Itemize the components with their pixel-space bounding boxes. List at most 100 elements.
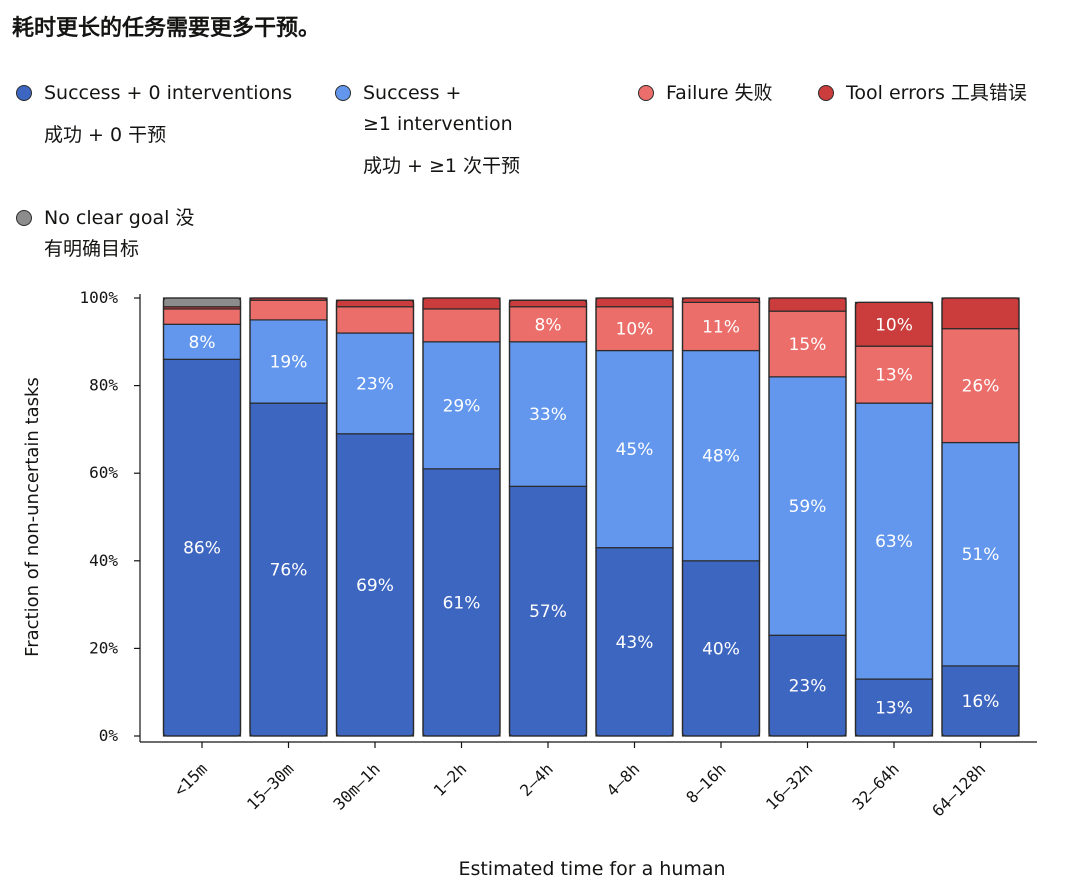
bar-outline [681, 297, 761, 737]
bar-outline [854, 301, 934, 737]
legend-item-success-0: Success + 0 interventions 成功 + 0 干预 [16, 82, 292, 156]
bar-group: 76% 19% [249, 297, 328, 737]
data-label: 61% [443, 593, 481, 613]
bar-group: 69% 23% [335, 299, 415, 737]
data-label: 8% [189, 333, 216, 353]
data-label: 13% [875, 699, 913, 719]
bar-outline [249, 297, 328, 737]
bars: 86% 8% 76% 19% 69% 23% 61% 29% 57% 33% 8% 43% 45% 10%… [162, 297, 1020, 737]
bar-segment [335, 332, 415, 435]
bar-segment [595, 349, 674, 549]
legend-swatch-success-1 [335, 85, 351, 101]
data-label: 76% [270, 561, 308, 581]
bar-group: 40% 48% 11% [681, 297, 761, 737]
bar-group: 23% 59% 15% [768, 297, 847, 737]
bar-segment [595, 547, 674, 737]
legend-swatch-no-clear-goal [16, 210, 32, 226]
data-label: 15% [789, 335, 827, 355]
bar-segment [422, 308, 501, 343]
data-label: 11% [702, 317, 740, 337]
data-label: 23% [789, 677, 827, 697]
data-label: 23% [356, 374, 394, 394]
legend-swatch-success-0 [16, 85, 32, 101]
bar-segment [941, 441, 1020, 667]
bar-segment [422, 341, 501, 470]
bar-segment [162, 323, 242, 360]
legend-label-zh: 成功 + 0 干预 [44, 124, 167, 146]
bar-segment [249, 299, 328, 321]
bar-segment [508, 299, 588, 308]
legend-item-success-1: Success + ≥1 intervention 成功 + ≥1 次干预 [335, 82, 520, 182]
x-tick-label: 4–8h [603, 759, 644, 800]
data-label: 29% [443, 396, 481, 416]
bar-segment [249, 402, 328, 737]
bar-segment [941, 328, 1020, 444]
data-label: 40% [702, 639, 740, 659]
bar-segment [162, 358, 242, 737]
data-label: 13% [875, 366, 913, 386]
bar-segment [335, 306, 415, 334]
data-label: 57% [529, 602, 567, 622]
legend-label-zh: 有明确目标 [44, 238, 140, 260]
bar-segment [768, 297, 847, 312]
data-label: 48% [702, 447, 740, 467]
data-label: 69% [356, 576, 394, 596]
legend-label: Failure 失败 [666, 82, 773, 104]
y-axis-label: Fraction of non-uncertain tasks [22, 377, 43, 657]
bar-group: 57% 33% 8% [508, 299, 588, 737]
legend-label-zh: 成功 + ≥1 次干预 [363, 155, 521, 177]
data-label: 19% [270, 353, 308, 373]
y-tick-label: 60% [89, 463, 118, 482]
x-axis: <15m 15–30m 30m–1h 1–2h 2–4h 4–8h 8–16h 16–32h 3… [140, 741, 1037, 821]
x-tick-label: 8–16h [682, 759, 729, 806]
data-label: 10% [616, 320, 654, 340]
bar-segment [335, 299, 415, 308]
data-label: 86% [183, 539, 221, 559]
data-label: 59% [789, 497, 827, 517]
bar-group: 13% 63% 13% 10% [854, 301, 934, 737]
bar-segment [854, 678, 934, 737]
data-label: 43% [616, 633, 654, 653]
x-tick-label: 16–32h [762, 759, 816, 813]
legend-label: No clear goal 没 [44, 207, 195, 229]
x-tick-label: 15–30m [243, 759, 297, 813]
data-label: 10% [875, 315, 913, 335]
data-label: 45% [616, 440, 654, 460]
legend-label: Success + [363, 82, 462, 104]
x-tick-label: 1–2h [430, 759, 471, 800]
x-axis-label: Estimated time for a human [458, 858, 725, 880]
legend-label: ≥1 intervention [363, 113, 513, 135]
data-label: 26% [962, 377, 1000, 397]
bar-segment [162, 308, 242, 325]
y-tick-label: 0% [99, 726, 119, 745]
bar-segment [768, 634, 847, 737]
legend-item-no-clear-goal: No clear goal 没 有明确目标 [16, 207, 194, 265]
y-tick-label: 80% [89, 376, 118, 395]
bar-segment [422, 297, 501, 310]
bar-group: 61% 29% [422, 297, 501, 737]
bar-segment [508, 341, 588, 487]
bar-outline [162, 297, 242, 737]
bar-outline [768, 297, 847, 737]
legend-label: Tool errors 工具错误 [846, 82, 1027, 104]
legend-item-failure: Failure 失败 [638, 82, 773, 109]
data-label: 63% [875, 532, 913, 552]
bar-outline [422, 297, 501, 737]
bar-segment [681, 301, 761, 352]
chart-title: 耗时更长的任务需要更多干预。 [12, 16, 321, 41]
bar-group: 43% 45% 10% [595, 297, 674, 737]
bar-outline [335, 299, 415, 737]
x-tick-label: 64–128h [928, 759, 989, 820]
legend-label: Success + 0 interventions [44, 82, 293, 104]
bar-group: 86% 8% [162, 297, 242, 737]
x-tick-label: 32–64h [849, 759, 903, 813]
bar-segment [162, 297, 242, 308]
bar-segment [335, 433, 415, 737]
bar-outline [595, 297, 674, 737]
y-tick-label: 100% [79, 288, 118, 307]
x-tick-label: 30m–1h [330, 759, 384, 813]
bar-segment [941, 297, 1020, 330]
legend-swatch-failure [638, 85, 654, 101]
bar-segment [249, 319, 328, 404]
